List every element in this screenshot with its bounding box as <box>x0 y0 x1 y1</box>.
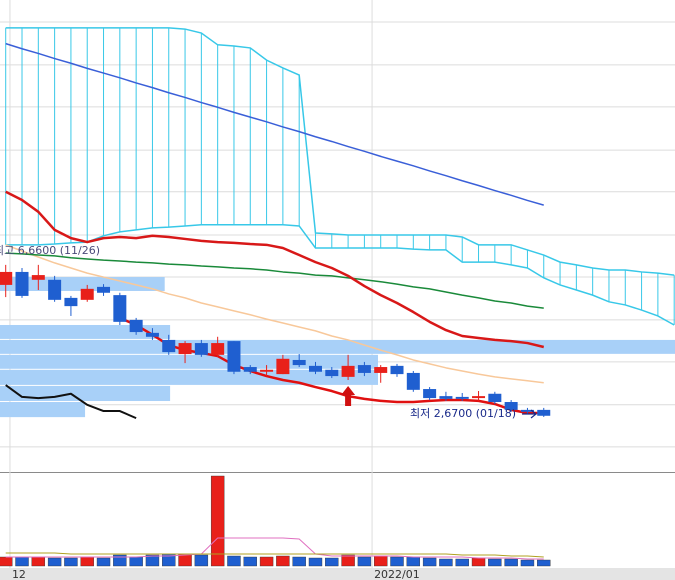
candle-body <box>341 365 355 377</box>
volume-bar <box>439 558 453 567</box>
x-tick-label: 12 <box>12 568 26 580</box>
candle-body <box>423 389 437 399</box>
volume-bar <box>374 555 388 567</box>
volume-bar <box>113 554 127 567</box>
volume-bar <box>276 555 290 567</box>
volume-bar <box>455 558 469 567</box>
candle-body <box>80 288 94 300</box>
candle-body <box>455 396 469 399</box>
candle-body <box>292 359 306 366</box>
volume-bar <box>80 556 94 567</box>
cloud-line <box>5 27 675 276</box>
candle-body <box>211 343 225 355</box>
volume-bar <box>308 557 323 567</box>
candle-body <box>194 343 208 355</box>
volume-bar <box>178 553 192 567</box>
volume-bar <box>357 556 372 567</box>
volume-bar <box>406 556 421 567</box>
candle-body <box>520 409 534 412</box>
indicator-line <box>5 384 137 420</box>
volume-bar <box>96 557 111 567</box>
candle-body <box>145 332 159 337</box>
volume-bar <box>488 558 502 567</box>
candle-body <box>178 343 192 355</box>
volume-bar <box>31 556 46 567</box>
volume-bar <box>422 557 437 567</box>
volume-bar <box>15 556 29 567</box>
volume-bar <box>194 554 209 567</box>
indicator-line <box>5 244 544 384</box>
candle-body <box>357 365 371 373</box>
candle-body <box>243 367 257 372</box>
candle-body <box>0 271 13 285</box>
candle-body <box>406 372 420 390</box>
candle-body <box>472 396 486 399</box>
volume-bar <box>390 556 404 567</box>
volume-bar <box>0 556 13 567</box>
indicator-line <box>5 190 545 349</box>
price-volume-band <box>0 369 378 385</box>
x-axis-strip <box>0 568 675 580</box>
candle-body <box>390 365 404 375</box>
volume-bar <box>504 558 518 567</box>
volume-bar <box>292 556 306 567</box>
candle-body <box>276 358 290 375</box>
volume-average-line <box>5 552 544 558</box>
candle-body <box>374 367 388 373</box>
volume-bar <box>259 556 274 567</box>
volume-bar <box>129 556 143 567</box>
candle-body <box>64 297 78 307</box>
buy-signal <box>341 386 356 407</box>
candle-body <box>504 402 518 410</box>
candle-body <box>48 279 62 300</box>
volume-bar <box>64 557 78 567</box>
candle-body <box>325 369 339 377</box>
candle-body <box>488 393 502 403</box>
indicator-line <box>5 42 544 206</box>
high-annotation: 최고 6,6600 (11/26) <box>0 244 100 257</box>
x-tick-label: 2022/01 <box>374 568 420 580</box>
candle-body <box>162 339 176 353</box>
candle-body <box>227 341 241 372</box>
price-volume-band <box>0 402 86 418</box>
candle-body <box>97 286 111 293</box>
volume-bar <box>520 559 535 567</box>
candle-body <box>439 396 453 399</box>
volume-bar <box>47 557 62 567</box>
volume-bar <box>145 554 160 567</box>
candle-body <box>15 271 29 296</box>
candle-body <box>129 319 143 333</box>
low-pointer <box>522 409 537 419</box>
volume-bar <box>471 557 486 567</box>
volume-bar <box>210 475 225 567</box>
candle-body <box>113 295 127 322</box>
candle-body <box>260 369 274 372</box>
cloud-line <box>5 224 675 326</box>
candle-body <box>31 275 45 280</box>
volume-average-line <box>5 537 544 560</box>
volume-bar <box>227 555 241 567</box>
volume-bar <box>325 557 339 567</box>
indicator-line <box>5 252 544 309</box>
price-volume-band <box>0 339 675 354</box>
price-volume-band <box>0 277 165 291</box>
volume-bar <box>243 556 257 567</box>
low-annotation: 최저 2,6700 (01/18) <box>410 407 516 420</box>
price-volume-band <box>0 385 171 402</box>
candle-body <box>308 365 322 372</box>
price-volume-band <box>0 324 171 339</box>
volume-bar <box>537 559 551 567</box>
candle-body <box>537 409 551 416</box>
volume-bar <box>341 554 355 567</box>
